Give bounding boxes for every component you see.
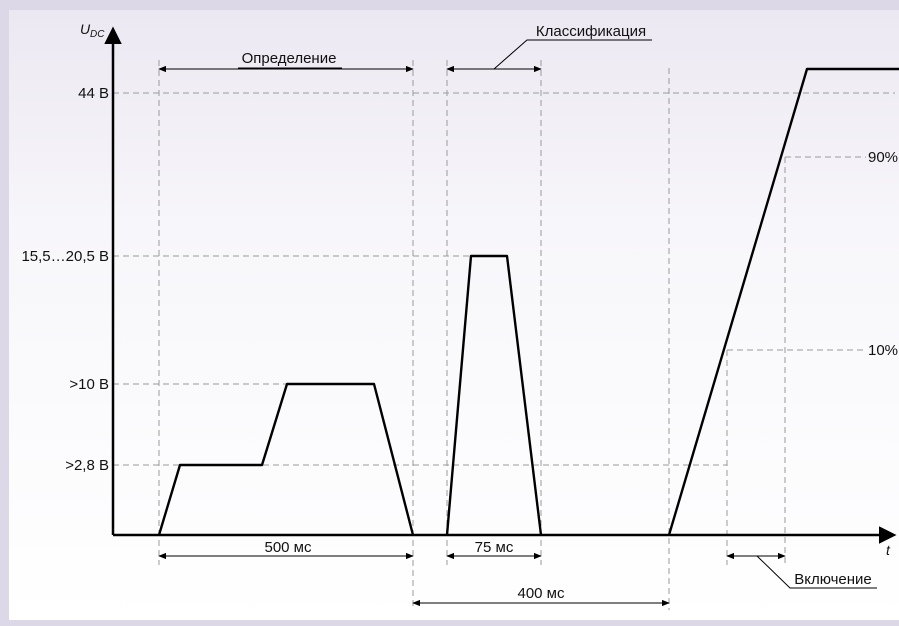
classification-pulse xyxy=(445,254,543,536)
detection-pulse xyxy=(157,382,415,536)
level-90pct: 90% xyxy=(868,149,898,166)
diagram-panel xyxy=(9,10,899,620)
level-44v: 44 В xyxy=(78,85,109,102)
phase-detection-label: Определение xyxy=(242,50,337,67)
y-axis-label: U xyxy=(80,21,91,37)
duration-75ms-label: 75 мс xyxy=(475,539,514,556)
duration-400ms-label: 400 мс xyxy=(517,585,565,602)
x-axis-label: t xyxy=(886,542,891,558)
duration-500ms-label: 500 мс xyxy=(264,539,312,556)
phase-power-on-label: Включение xyxy=(794,571,872,588)
level-2-8v: >2,8 В xyxy=(65,457,109,474)
classification-leader xyxy=(493,39,652,70)
y-axis-label-sub: DC xyxy=(90,29,105,40)
phase-classification-label: Классификация xyxy=(536,23,646,40)
level-10v: >10 В xyxy=(69,376,109,393)
power-on-leader xyxy=(756,555,877,589)
level-10pct: 10% xyxy=(868,342,898,359)
level-15v: 15,5…20,5 В xyxy=(21,248,109,265)
power-on-ramp xyxy=(667,67,899,536)
